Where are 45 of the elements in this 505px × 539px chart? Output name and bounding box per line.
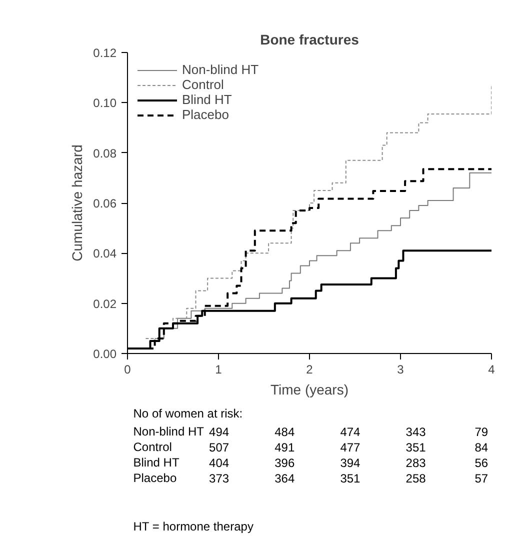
text: Non-blind HT <box>133 424 205 438</box>
text: 84 <box>474 440 488 454</box>
text: 494 <box>209 425 230 439</box>
x-tick-label: 4 <box>488 362 496 376</box>
chart-title: Bone fractures <box>260 32 360 48</box>
text: 404 <box>209 456 230 470</box>
text: HT = hormone therapy <box>133 520 254 534</box>
x-tick-label: 1 <box>215 362 222 376</box>
y-tick-label: 0.02 <box>93 296 117 311</box>
text: 491 <box>274 440 295 454</box>
text: 396 <box>274 456 295 470</box>
text: Blind HT <box>133 456 180 470</box>
text: 477 <box>340 440 361 454</box>
text: 351 <box>340 472 361 486</box>
legend-label: Placebo <box>182 107 229 122</box>
text: 57 <box>474 472 488 486</box>
text: 474 <box>340 425 361 439</box>
y-tick-label: 0.12 <box>93 46 117 60</box>
legend-label: Blind HT <box>182 92 232 107</box>
x-tick-label: 3 <box>397 362 404 376</box>
text: 507 <box>209 440 230 454</box>
y-tick-label: 0.00 <box>93 347 117 361</box>
y-tick-label: 0.10 <box>93 96 117 110</box>
text: 56 <box>474 456 488 470</box>
y-tick-label: 0.06 <box>93 196 117 210</box>
text: 343 <box>406 425 426 439</box>
x-tick-label: 0 <box>124 362 132 376</box>
x-tick-label: 2 <box>306 362 314 376</box>
text: 364 <box>274 472 295 486</box>
text: 394 <box>340 456 361 470</box>
legend-label: Control <box>182 77 224 92</box>
text: 373 <box>209 472 230 486</box>
y-tick-label: 0.08 <box>93 146 117 160</box>
text: Control <box>133 440 172 454</box>
text: 283 <box>406 456 426 470</box>
y-axis-title: Cumulative hazard <box>69 144 86 262</box>
text: Placebo <box>133 471 177 485</box>
y-tick-label: 0.04 <box>93 246 117 261</box>
legend-label: Non-blind HT <box>182 62 259 77</box>
text: 79 <box>474 425 488 439</box>
text: 484 <box>274 425 295 439</box>
x-axis-title: Time (years) <box>270 382 349 398</box>
text: No of women at risk: <box>133 406 243 420</box>
text: 351 <box>406 440 426 454</box>
text: 258 <box>406 472 426 486</box>
